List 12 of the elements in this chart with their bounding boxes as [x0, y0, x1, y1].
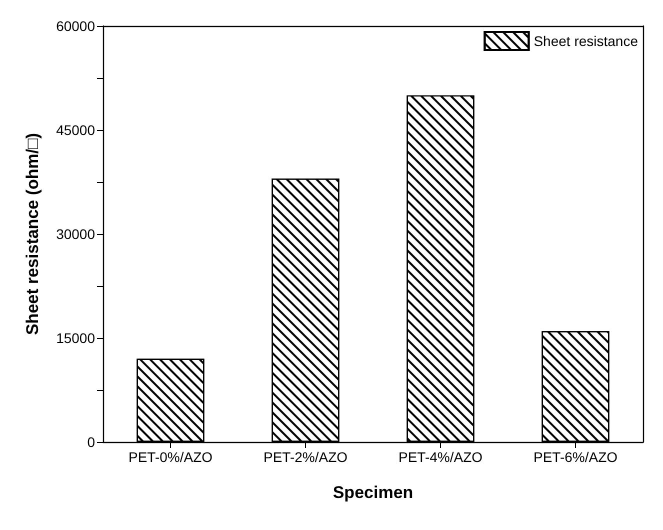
x-tick-label: PET-2%/AZO — [263, 449, 348, 465]
y-tick-label: 60000 — [56, 18, 96, 34]
y-tick-label: 0 — [87, 434, 96, 450]
x-tick-label: PET-0%/AZO — [128, 449, 213, 465]
y-axis-title: Sheet resistance (ohm/□) — [23, 132, 42, 336]
y-tick-label: 30000 — [56, 226, 96, 242]
x-axis-title: Specimen — [332, 483, 414, 502]
legend-label: Sheet resistance — [534, 33, 638, 49]
y-tick-label: 15000 — [56, 330, 96, 346]
x-tick-label: PET-6%/AZO — [533, 449, 618, 465]
y-tick-label: 45000 — [56, 122, 96, 138]
x-tick-label: PET-4%/AZO — [398, 449, 483, 465]
